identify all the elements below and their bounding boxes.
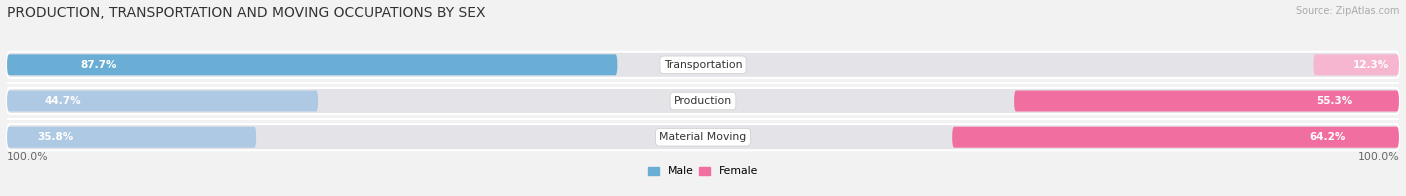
Text: Transportation: Transportation: [664, 60, 742, 70]
Text: PRODUCTION, TRANSPORTATION AND MOVING OCCUPATIONS BY SEX: PRODUCTION, TRANSPORTATION AND MOVING OC…: [7, 6, 485, 20]
FancyBboxPatch shape: [1313, 54, 1399, 75]
FancyBboxPatch shape: [7, 124, 1399, 150]
Text: Material Moving: Material Moving: [659, 132, 747, 142]
FancyBboxPatch shape: [7, 127, 256, 148]
FancyBboxPatch shape: [1014, 91, 1399, 112]
Text: 100.0%: 100.0%: [7, 152, 49, 162]
Text: 35.8%: 35.8%: [37, 132, 73, 142]
FancyBboxPatch shape: [7, 88, 1399, 114]
Text: 87.7%: 87.7%: [80, 60, 117, 70]
FancyBboxPatch shape: [952, 127, 1399, 148]
Text: 12.3%: 12.3%: [1353, 60, 1389, 70]
Text: 100.0%: 100.0%: [1357, 152, 1399, 162]
Legend: Male, Female: Male, Female: [648, 166, 758, 176]
Text: Source: ZipAtlas.com: Source: ZipAtlas.com: [1295, 6, 1399, 16]
FancyBboxPatch shape: [7, 91, 318, 112]
Text: Production: Production: [673, 96, 733, 106]
Text: 55.3%: 55.3%: [1316, 96, 1353, 106]
Text: 44.7%: 44.7%: [45, 96, 82, 106]
Text: 64.2%: 64.2%: [1309, 132, 1346, 142]
FancyBboxPatch shape: [7, 52, 1399, 78]
FancyBboxPatch shape: [7, 54, 617, 75]
